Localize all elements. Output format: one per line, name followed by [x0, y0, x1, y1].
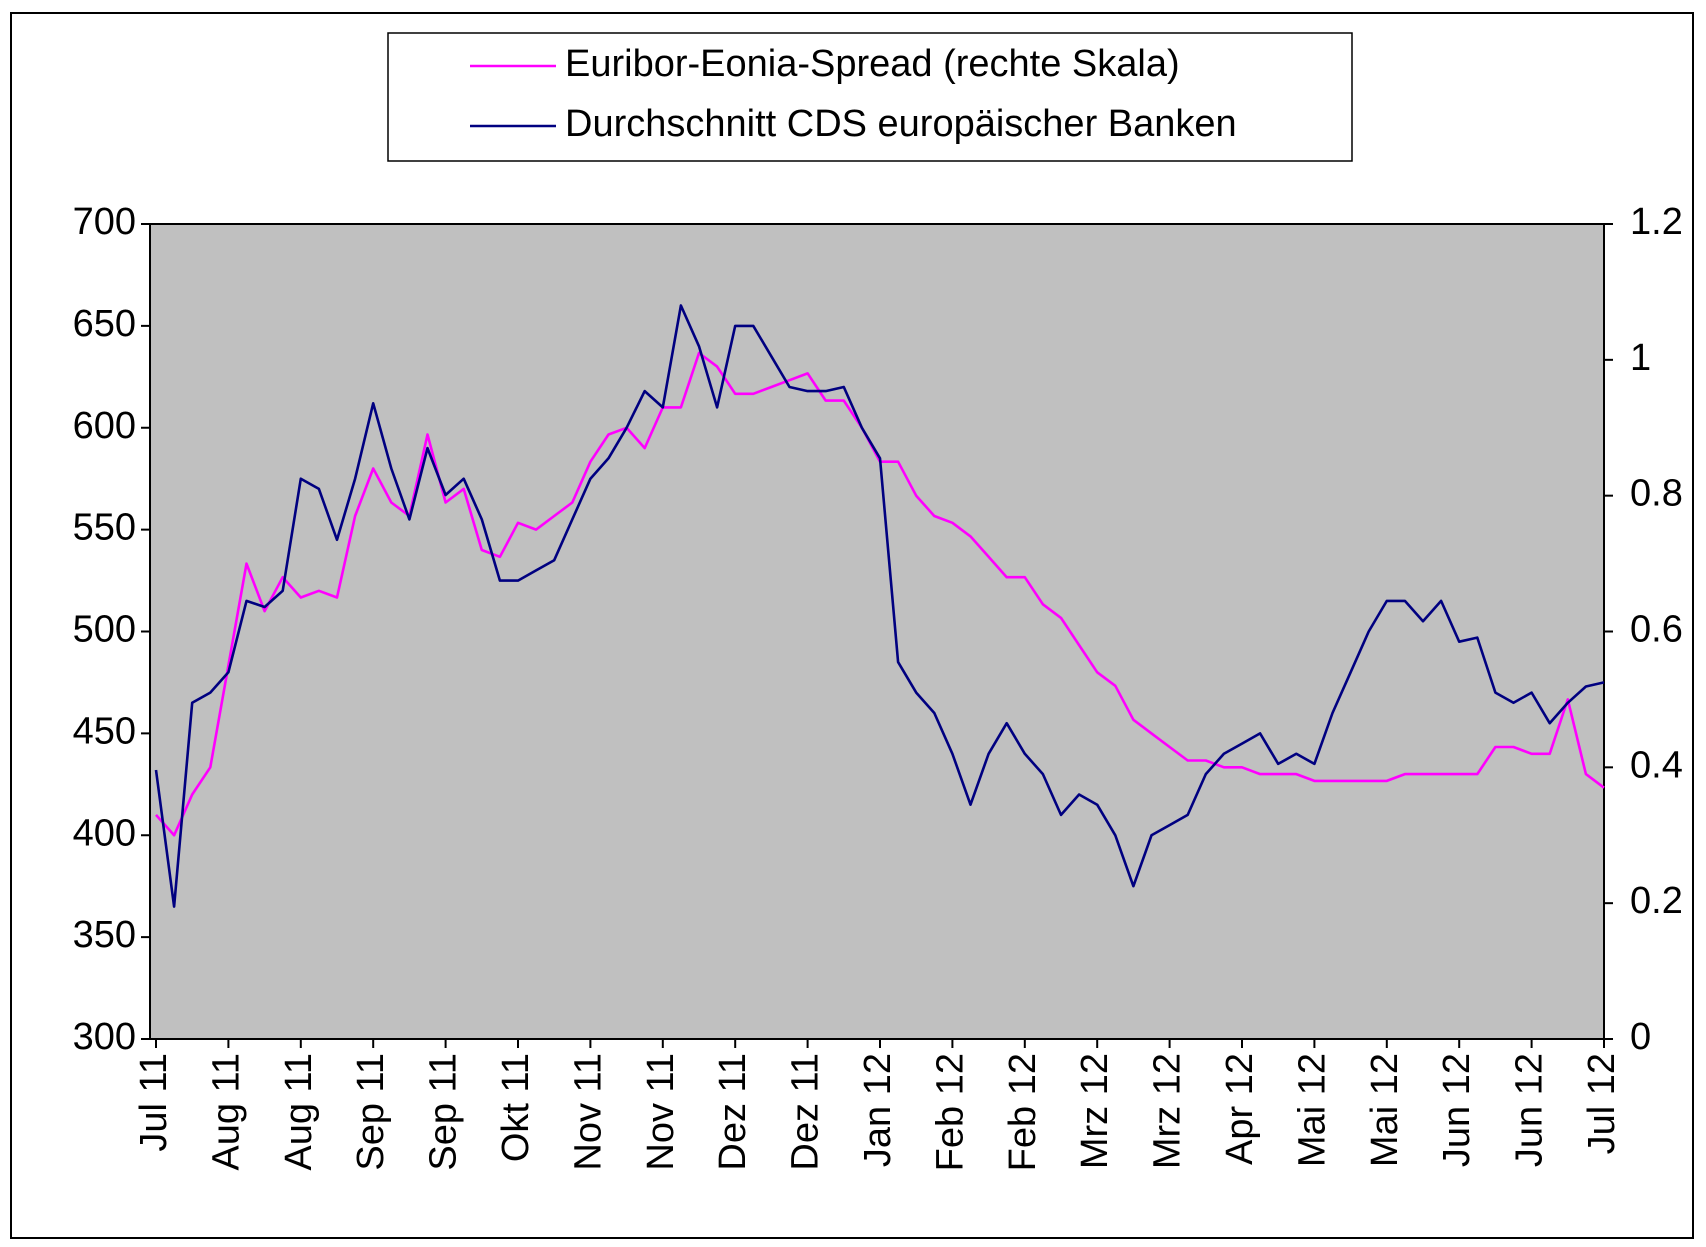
x-tick-label: Sep 11 — [350, 1053, 392, 1171]
series-line — [154, 304, 1605, 908]
x-tick-label: Jun 12 — [1436, 1053, 1478, 1167]
y-tick-label: 400 — [73, 812, 136, 854]
x-tick-label: Apr 12 — [1219, 1053, 1261, 1165]
y-tick-label: 450 — [73, 710, 136, 752]
x-tick-label: Mrz 12 — [1074, 1053, 1116, 1169]
x-tick-label: Jun 12 — [1509, 1053, 1551, 1167]
x-tick-label: Aug 11 — [278, 1053, 320, 1171]
y2-tick-label: 0.4 — [1630, 744, 1683, 786]
x-tick-label: Feb 12 — [1002, 1053, 1044, 1171]
x-tick-label: Dez 11 — [785, 1053, 827, 1171]
y2-tick-label: 0.2 — [1630, 880, 1683, 922]
y2-tick-label: 1 — [1630, 337, 1651, 379]
x-tick-label: Mai 12 — [1291, 1053, 1333, 1167]
plot-area — [149, 223, 1605, 1040]
x-tick-label: Nov 11 — [640, 1053, 682, 1171]
y-tick-label: 550 — [73, 507, 136, 549]
y-tick-label: 650 — [73, 303, 136, 345]
y2-tick-label: 1.2 — [1630, 201, 1683, 243]
y-tick-label: 500 — [73, 609, 136, 651]
y-tick-label: 350 — [73, 914, 136, 956]
legend-box — [387, 32, 1353, 162]
x-tick-label: Aug 11 — [205, 1053, 247, 1171]
y-tick-label: 700 — [73, 201, 136, 243]
x-tick-label: Dez 11 — [712, 1053, 754, 1171]
y-tick-label: 300 — [73, 1016, 136, 1058]
x-tick-label: Jan 12 — [857, 1053, 899, 1167]
x-tick-label: Okt 11 — [495, 1053, 537, 1162]
legend-label: Durchschnitt CDS europäischer Banken — [565, 103, 1237, 145]
x-tick-label: Nov 11 — [567, 1053, 609, 1171]
y2-tick-label: 0 — [1630, 1016, 1651, 1058]
x-tick-label: Sep 11 — [423, 1053, 465, 1171]
x-tick-label: Jul 12 — [1581, 1053, 1623, 1154]
y2-tick-label: 0.8 — [1630, 473, 1683, 515]
x-tick-label: Jul 11 — [133, 1053, 175, 1152]
legend-label: Euribor-Eonia-Spread (rechte Skala) — [565, 43, 1180, 85]
y-tick-label: 600 — [73, 405, 136, 447]
y2-tick-label: 0.6 — [1630, 609, 1683, 651]
x-tick-label: Feb 12 — [929, 1053, 971, 1171]
x-tick-label: Mai 12 — [1364, 1053, 1406, 1167]
x-tick-label: Mrz 12 — [1147, 1053, 1189, 1169]
